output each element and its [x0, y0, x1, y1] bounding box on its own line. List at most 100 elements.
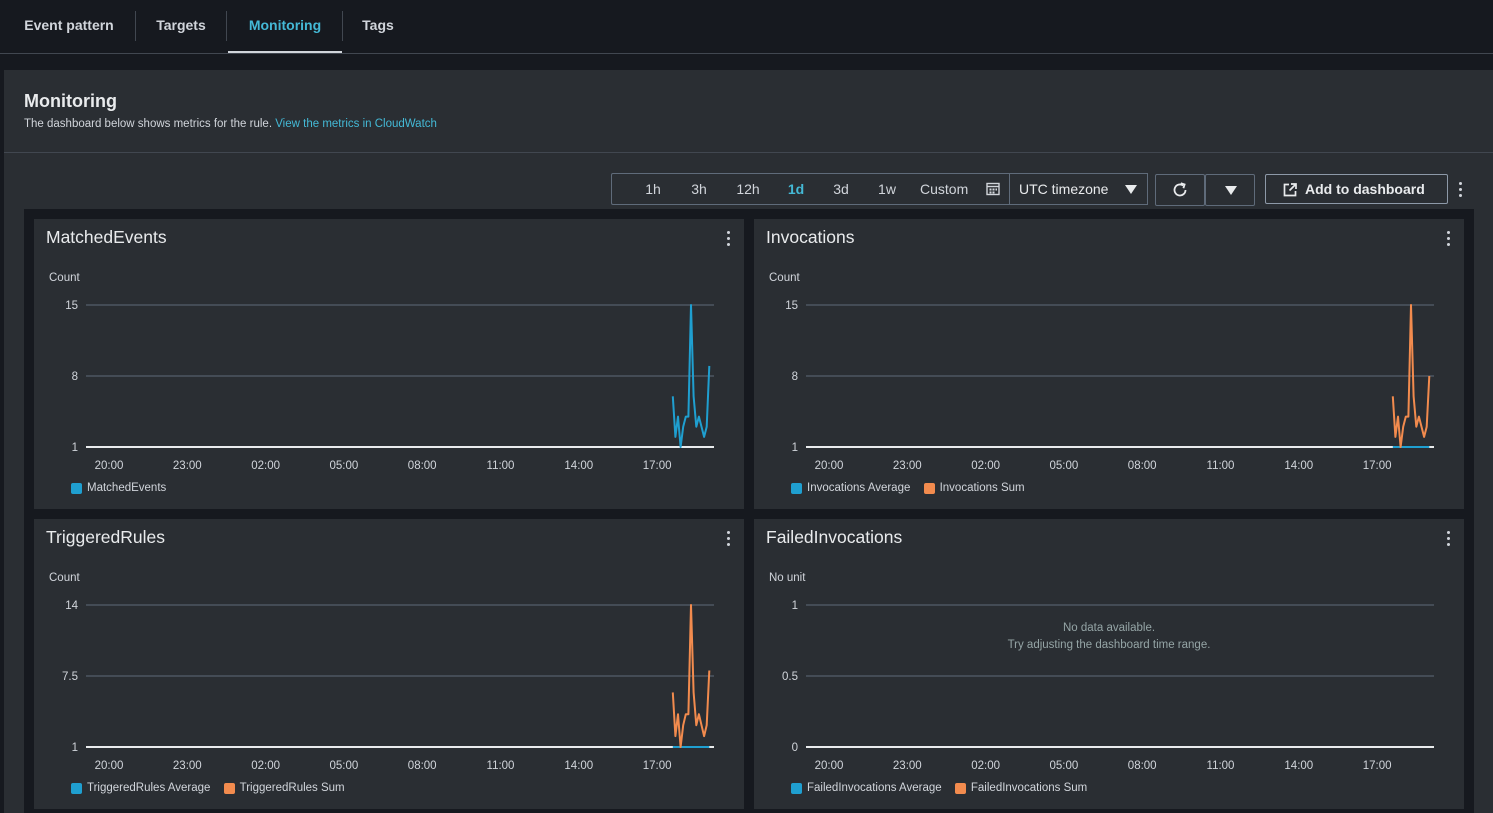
toolbar-more-icon[interactable] — [1456, 182, 1466, 200]
external-link-icon — [1283, 183, 1297, 197]
legend-swatch — [71, 482, 82, 494]
x-tick-label: 23:00 — [893, 760, 922, 772]
x-tick-label: 02:00 — [971, 760, 1000, 772]
x-tick-label: 05:00 — [330, 460, 359, 472]
add-to-dashboard-button[interactable]: Add to dashboard — [1265, 174, 1448, 204]
chart-failed-invocations: 0 0.5 1 20:00 23:00 02:00 05:00 08:00 11:00 14:00… — [782, 600, 1434, 772]
x-tick-label: 05:00 — [330, 760, 359, 772]
no-data-hint: Try adjusting the dashboard time range. — [1007, 639, 1211, 651]
x-tick-label: 08:00 — [1128, 460, 1157, 472]
y-tick-label: 8 — [792, 371, 798, 383]
range-3d[interactable]: 3d — [833, 181, 849, 197]
x-tick-label: 11:00 — [487, 460, 515, 472]
legend-item[interactable]: TriggeredRules Average — [71, 782, 210, 794]
x-tick-label: 14:00 — [1284, 460, 1313, 472]
legend-swatch — [791, 482, 802, 494]
legend: MatchedEvents — [71, 482, 176, 497]
legend-item[interactable]: FailedInvocations Average — [791, 782, 942, 794]
range-1h[interactable]: 1h — [645, 181, 661, 197]
legend-label: Invocations Sum — [939, 482, 1025, 494]
x-tick-label: 17:00 — [1363, 460, 1392, 472]
legend-item[interactable]: FailedInvocations Sum — [954, 782, 1088, 794]
x-tick-label: 11:00 — [487, 760, 515, 772]
widget-matched-events: MatchedEvents Count 1 8 15 20:00 23:00 02:00 0… — [34, 219, 744, 509]
series-line — [671, 304, 711, 448]
x-tick-label: 17:00 — [643, 760, 672, 772]
tab-tags[interactable]: Tags — [362, 17, 394, 33]
widget-menu-icon[interactable] — [724, 229, 734, 247]
y-tick-label: 1 — [792, 600, 798, 612]
timezone-select[interactable]: UTC timezone — [1009, 173, 1148, 205]
widget-menu-icon[interactable] — [1444, 229, 1454, 247]
x-tick-label: 02:00 — [251, 460, 280, 472]
x-tick-label: 20:00 — [815, 460, 844, 472]
x-tick-label: 02:00 — [251, 760, 280, 772]
legend-label: TriggeredRules Average — [87, 782, 211, 794]
page-title: Monitoring — [24, 91, 117, 111]
legend-item[interactable]: TriggeredRules Sum — [223, 782, 345, 794]
legend-item[interactable]: Invocations Average — [791, 482, 910, 494]
tab-divider — [342, 11, 343, 41]
y-axis-unit: Count — [49, 572, 80, 584]
x-tick-label: 17:00 — [643, 460, 672, 472]
y-tick-label: 14 — [65, 600, 78, 612]
x-tick-label: 11:00 — [1207, 460, 1235, 472]
legend: TriggeredRules Average TriggeredRules Su… — [71, 782, 355, 797]
widget-title: MatchedEvents — [46, 227, 167, 247]
range-custom[interactable]: Custom — [920, 174, 1002, 204]
y-axis-unit: Count — [769, 272, 800, 284]
monitoring-header — [4, 70, 1493, 153]
y-tick-label: 0 — [792, 742, 798, 754]
add-to-dashboard-label: Add to dashboard — [1305, 181, 1425, 197]
no-data-message: No data available. — [1062, 622, 1156, 634]
range-1d[interactable]: 1d — [787, 181, 805, 197]
chart-invocations: 1 8 15 20:00 23:00 02:00 05:00 08:00 11:00 14:00 1… — [785, 300, 1434, 472]
range-12h[interactable]: 12h — [736, 181, 760, 197]
series-line — [671, 604, 711, 748]
tab-bar: Event pattern Targets Monitoring Tags — [0, 0, 1493, 54]
x-tick-label: 20:00 — [95, 460, 124, 472]
legend-swatch — [791, 782, 802, 794]
legend: FailedInvocations Average FailedInvocati… — [791, 782, 1097, 797]
widget-title: FailedInvocations — [766, 527, 903, 547]
range-3h[interactable]: 3h — [691, 181, 707, 197]
y-axis-unit: Count — [49, 272, 80, 284]
legend-swatch — [954, 782, 966, 794]
refresh-options-button[interactable] — [1205, 174, 1255, 206]
y-tick-label: 1 — [72, 442, 78, 454]
x-tick-label: 20:00 — [95, 760, 124, 772]
y-tick-label: 15 — [65, 300, 78, 312]
y-tick-label: 1 — [792, 442, 798, 454]
legend-swatch — [71, 782, 82, 794]
legend-label: TriggeredRules Sum — [239, 782, 345, 794]
x-tick-label: 05:00 — [1050, 760, 1079, 772]
range-1w[interactable]: 1w — [878, 181, 896, 197]
x-tick-label: 14:00 — [1284, 760, 1313, 772]
legend-item[interactable]: MatchedEvents — [71, 482, 166, 494]
y-tick-label: 0.5 — [782, 671, 798, 683]
legend-item[interactable]: Invocations Sum — [923, 482, 1025, 494]
widget-menu-icon[interactable] — [1444, 529, 1454, 547]
tab-divider — [226, 11, 227, 41]
widget-menu-icon[interactable] — [724, 529, 734, 547]
refresh-icon — [1173, 182, 1187, 197]
tab-event-pattern[interactable]: Event pattern — [24, 17, 114, 33]
series-line — [1391, 304, 1431, 448]
calendar-icon — [986, 182, 1000, 196]
cloudwatch-link[interactable]: View the metrics in CloudWatch — [275, 118, 437, 130]
custom-label: Custom — [920, 181, 969, 197]
legend: Invocations Average Invocations Sum — [791, 482, 1035, 497]
x-tick-label: 08:00 — [1128, 760, 1157, 772]
y-tick-label: 1 — [72, 742, 78, 754]
tab-targets[interactable]: Targets — [156, 17, 206, 33]
x-tick-label: 11:00 — [1207, 760, 1235, 772]
x-tick-label: 08:00 — [408, 760, 437, 772]
legend-label: MatchedEvents — [87, 482, 167, 494]
tab-monitoring[interactable]: Monitoring — [228, 0, 342, 53]
y-tick-label: 15 — [785, 300, 798, 312]
time-range-selector: 1h 3h 12h 1d 3d 1w Custom — [611, 173, 1009, 205]
description-text: The dashboard below shows metrics for th… — [24, 118, 273, 130]
legend-label: FailedInvocations Sum — [970, 782, 1088, 794]
refresh-button[interactable] — [1155, 174, 1205, 206]
timezone-value: UTC timezone — [1019, 181, 1109, 197]
